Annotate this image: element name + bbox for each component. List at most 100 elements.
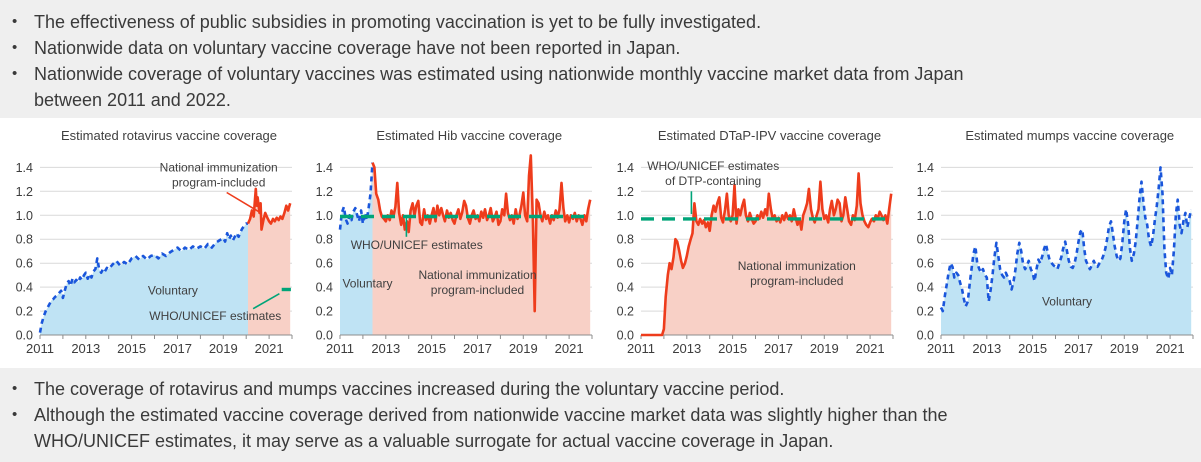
charts-band: Estimated rotavirus vaccine coverage 201… [0, 118, 1201, 368]
series-area [40, 223, 248, 335]
series-line [246, 187, 292, 231]
annotation-leader [226, 191, 260, 213]
mumps-chart: 2011 2013 2015 2017 2019 2021 0.0 0.2 0.4 0.6 0.8 1… [901, 145, 1199, 359]
y-tick-label: 1.4 [316, 161, 333, 175]
annotation-label: of DTP-containing [665, 174, 761, 188]
bullet-icon: • [12, 39, 18, 56]
x-tick-label: 2017 [463, 341, 492, 356]
chart-title: Estimated Hib vaccine coverage [376, 128, 563, 143]
y-tick-label: 0.8 [616, 233, 633, 247]
chart-panel-hib: Estimated Hib vaccine coverage 2011 2013 2… [300, 122, 600, 368]
x-tick-label: 2013 [372, 341, 401, 356]
x-tick-label: 2013 [71, 341, 100, 356]
y-tick-label: 0.4 [316, 281, 333, 295]
x-tick-label: 2019 [509, 341, 538, 356]
y-tick-label: 0.0 [316, 329, 333, 343]
bottom-bullet-list: • The coverage of rotavirus and mumps va… [0, 376, 1201, 454]
annotation-leader [252, 293, 280, 310]
annotation-label: WHO/UNICEF estimates [149, 309, 281, 323]
y-tick-label: 0.2 [316, 305, 333, 319]
y-tick-label: 0.2 [616, 305, 633, 319]
bullet-text: The effectiveness of public subsidies in… [34, 12, 762, 32]
rotavirus-chart: 2011 2013 2015 2017 2019 2021 0.0 0.2 0.4 0.6 0.8 1… [0, 145, 298, 359]
series-area [248, 188, 291, 335]
x-tick-label: 2019 [209, 341, 238, 356]
x-tick-label: 2017 [163, 341, 192, 356]
y-tick-label: 0.6 [916, 257, 933, 271]
chart-panel-dtap-ipv: Estimated DTaP-IPV vaccine coverage 2011… [601, 122, 901, 368]
annotation-label: WHO/UNICEF estimates [647, 159, 779, 173]
bullet-icon: • [12, 13, 18, 30]
bullet-text: Nationwide data on voluntary vaccine cov… [34, 38, 681, 58]
y-tick-label: 1.2 [616, 185, 633, 199]
series-area [340, 162, 373, 335]
chart-canvas: 2011 2013 2015 2017 2019 2021 0.0 0.2 0.4 0.6 0.8 1… [916, 161, 1194, 356]
x-tick-label: 2021 [1155, 341, 1184, 356]
x-tick-label: 2019 [809, 341, 838, 356]
y-tick-label: 0.6 [316, 257, 333, 271]
chart-canvas: 2011 2013 2015 2017 2019 2021 0.0 0.2 0.4 0.6 0.8 1… [16, 160, 293, 356]
y-tick-label: 1.2 [916, 185, 933, 199]
series-line [371, 154, 592, 313]
y-tick-label: 0.4 [916, 281, 933, 295]
y-tick-label: 0.6 [16, 257, 33, 271]
y-tick-label: 1.0 [316, 209, 333, 223]
key-points-top: • The effectiveness of public subsidies … [0, 0, 1201, 118]
x-tick-label: 2011 [326, 341, 354, 356]
x-tick-label: 2011 [26, 341, 54, 356]
series-line [38, 222, 248, 333]
chart-title: Estimated mumps vaccine coverage [965, 128, 1175, 143]
bullet-text: Nationwide coverage of voluntary vaccine… [34, 64, 964, 110]
key-points-bottom: • The coverage of rotavirus and mumps va… [0, 368, 1201, 462]
bullet-text: Although the estimated vaccine coverage … [34, 405, 948, 451]
annotation-label: program-included [431, 283, 524, 297]
y-tick-label: 1.0 [916, 209, 933, 223]
annotation-label: Voluntary [148, 284, 198, 298]
x-tick-label: 2017 [1064, 341, 1093, 356]
y-tick-label: 1.0 [16, 209, 33, 223]
y-tick-label: 0.2 [16, 305, 33, 319]
y-tick-label: 0.8 [16, 233, 33, 247]
annotation-label: program-included [172, 175, 265, 189]
chart-panel-rotavirus: Estimated rotavirus vaccine coverage 201… [0, 122, 300, 368]
list-item: • The coverage of rotavirus and mumps va… [0, 376, 1201, 402]
list-item: • The effectiveness of public subsidies … [0, 9, 1201, 35]
x-tick-label: 2021 [555, 341, 584, 356]
annotation-label: National immunization [737, 259, 855, 273]
annotation-label: WHO/UNICEF estimates [351, 238, 483, 252]
bullet-text: The coverage of rotavirus and mumps vacc… [34, 379, 785, 399]
y-tick-label: 1.4 [616, 161, 633, 175]
list-item: • Although the estimated vaccine coverag… [0, 402, 1201, 454]
y-tick-label: 0.6 [616, 257, 633, 271]
top-bullet-list: • The effectiveness of public subsidies … [0, 9, 1201, 113]
y-tick-label: 1.0 [616, 209, 633, 223]
y-tick-label: 0.0 [16, 329, 33, 343]
dtap-ipv-chart: 2011 2013 2015 2017 2019 2021 0.0 0.2 0.4 0.6 0.8 1… [601, 145, 899, 359]
annotation-label: National immunization [160, 160, 278, 174]
chart-panel-mumps: Estimated mumps vaccine coverage 2011 201… [901, 122, 1201, 368]
x-tick-label: 2015 [117, 341, 146, 356]
y-tick-label: 1.2 [16, 185, 33, 199]
bullet-icon: • [12, 380, 18, 397]
x-tick-label: 2021 [855, 341, 884, 356]
bullet-icon: • [12, 65, 18, 82]
y-tick-label: 0.4 [16, 281, 33, 295]
annotation-label: Voluntary [343, 277, 393, 291]
y-tick-label: 0.2 [916, 305, 933, 319]
y-tick-label: 1.4 [916, 161, 933, 175]
x-tick-label: 2013 [672, 341, 701, 356]
series-area [640, 173, 891, 335]
list-item: • Nationwide data on voluntary vaccine c… [0, 35, 1201, 61]
annotation-label: National immunization [419, 268, 537, 282]
x-tick-label: 2011 [627, 341, 655, 356]
y-tick-label: 1.4 [16, 161, 33, 175]
x-tick-label: 2017 [764, 341, 793, 356]
y-tick-label: 0.0 [616, 329, 633, 343]
x-tick-label: 2015 [1018, 341, 1047, 356]
annotation-label: program-included [750, 274, 843, 288]
y-tick-label: 0.8 [316, 233, 333, 247]
x-tick-label: 2021 [255, 341, 284, 356]
chart-canvas: 2011 2013 2015 2017 2019 2021 0.0 0.2 0.4 0.6 0.8 1… [316, 154, 593, 356]
list-item: • Nationwide coverage of voluntary vacci… [0, 61, 1201, 113]
